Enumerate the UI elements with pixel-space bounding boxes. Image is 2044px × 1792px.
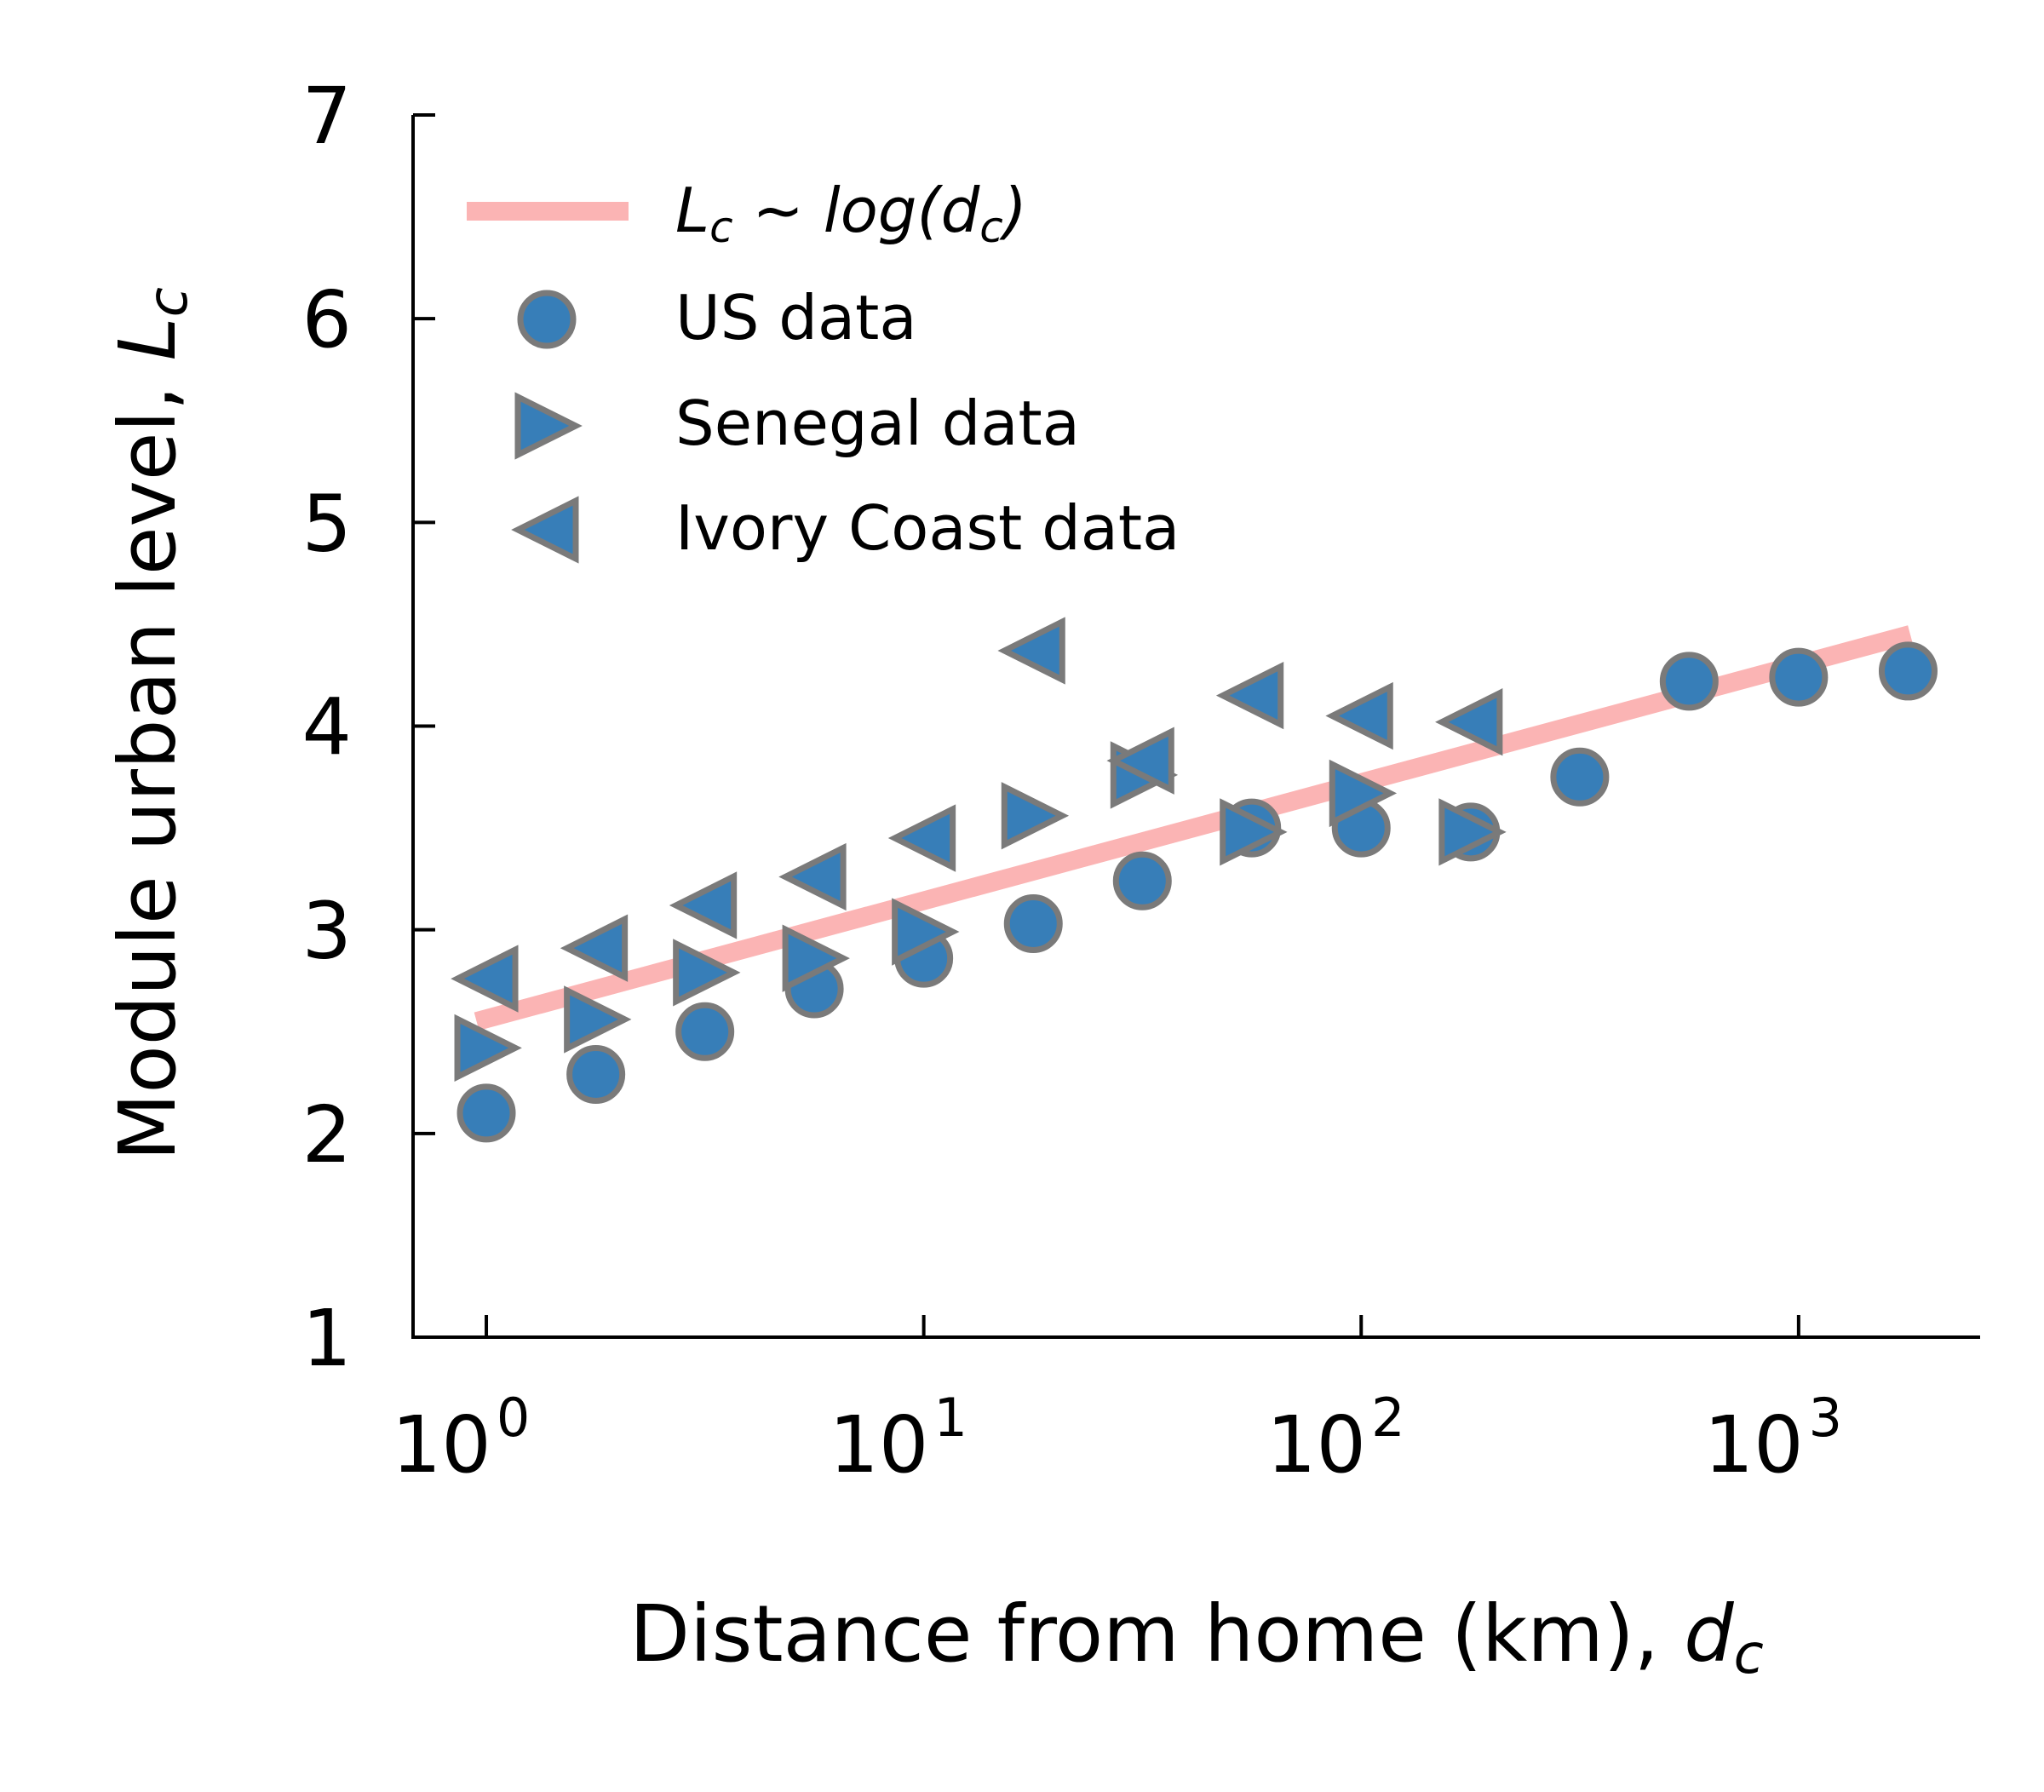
y-axis-label: Module urban level, Lc [102,287,200,1161]
y-tick-label: 5 [301,478,352,569]
us-data-point [1550,747,1610,807]
us-data-point [1112,851,1172,910]
legend-ivory-coast-marker [511,496,579,564]
ivory-coast-data-point [1215,661,1284,730]
senegal-data-point [1329,759,1398,828]
x-axis-label: Distance from home (km), dc [629,1588,1764,1686]
x-tick-label: 101 [829,1387,967,1490]
legend: Lc ~ log(dc) US data Senegal data Ivory … [467,175,1180,564]
us-data-point [675,1002,735,1061]
senegal-data-point [1001,782,1070,850]
us-data-point [1003,893,1063,953]
x-tick-label: 103 [1704,1387,1843,1490]
y-tick-label: 1 [301,1293,352,1384]
ivory-coast-data-point [778,842,847,911]
y-tick-label: 3 [301,886,352,977]
axes [411,115,1980,1339]
y-tick-label: 2 [301,1089,352,1180]
legend-fit-label: Lc ~ log(dc) [675,175,1027,252]
data-points [451,617,1938,1143]
senegal-data-point [782,924,850,992]
us-data-point [566,1044,626,1104]
ivory-coast-data-point [669,871,738,939]
ivory-coast-data-point [451,945,519,1013]
ivory-coast-data-point [1325,681,1393,750]
y-tick-label: 4 [301,682,352,773]
legend-senegal-label: Senegal data [675,388,1080,459]
senegal-data-point [1220,798,1288,866]
ivory-coast-data-point [1435,688,1503,756]
x-tick-label: 102 [1266,1387,1405,1490]
us-data-point [1769,647,1829,707]
ivory-coast-data-point [887,804,956,872]
legend-senegal-marker [514,392,583,460]
us-data-point [1878,641,1938,701]
ivory-coast-data-point [560,914,629,982]
senegal-data-point [564,985,632,1054]
senegal-data-point [892,898,960,966]
us-data-point [1659,652,1719,711]
us-data-point [456,1083,516,1143]
senegal-data-point [454,1014,522,1083]
y-tick-label: 6 [301,274,352,365]
ivory-coast-data-point [997,617,1065,685]
ivory-coast-data-point [1106,727,1174,795]
legend-us-label: US data [675,282,916,353]
legend-us-marker [517,290,577,349]
legend-ivory-coast-label: Ivory Coast data [675,492,1180,564]
senegal-data-point [1438,798,1507,866]
x-tick-label: 100 [392,1387,531,1490]
ticks: 1 2 3 4 5 6 7 100 101 102 103 [301,71,1842,1490]
y-tick-label: 7 [301,71,352,162]
senegal-data-point [673,939,741,1007]
